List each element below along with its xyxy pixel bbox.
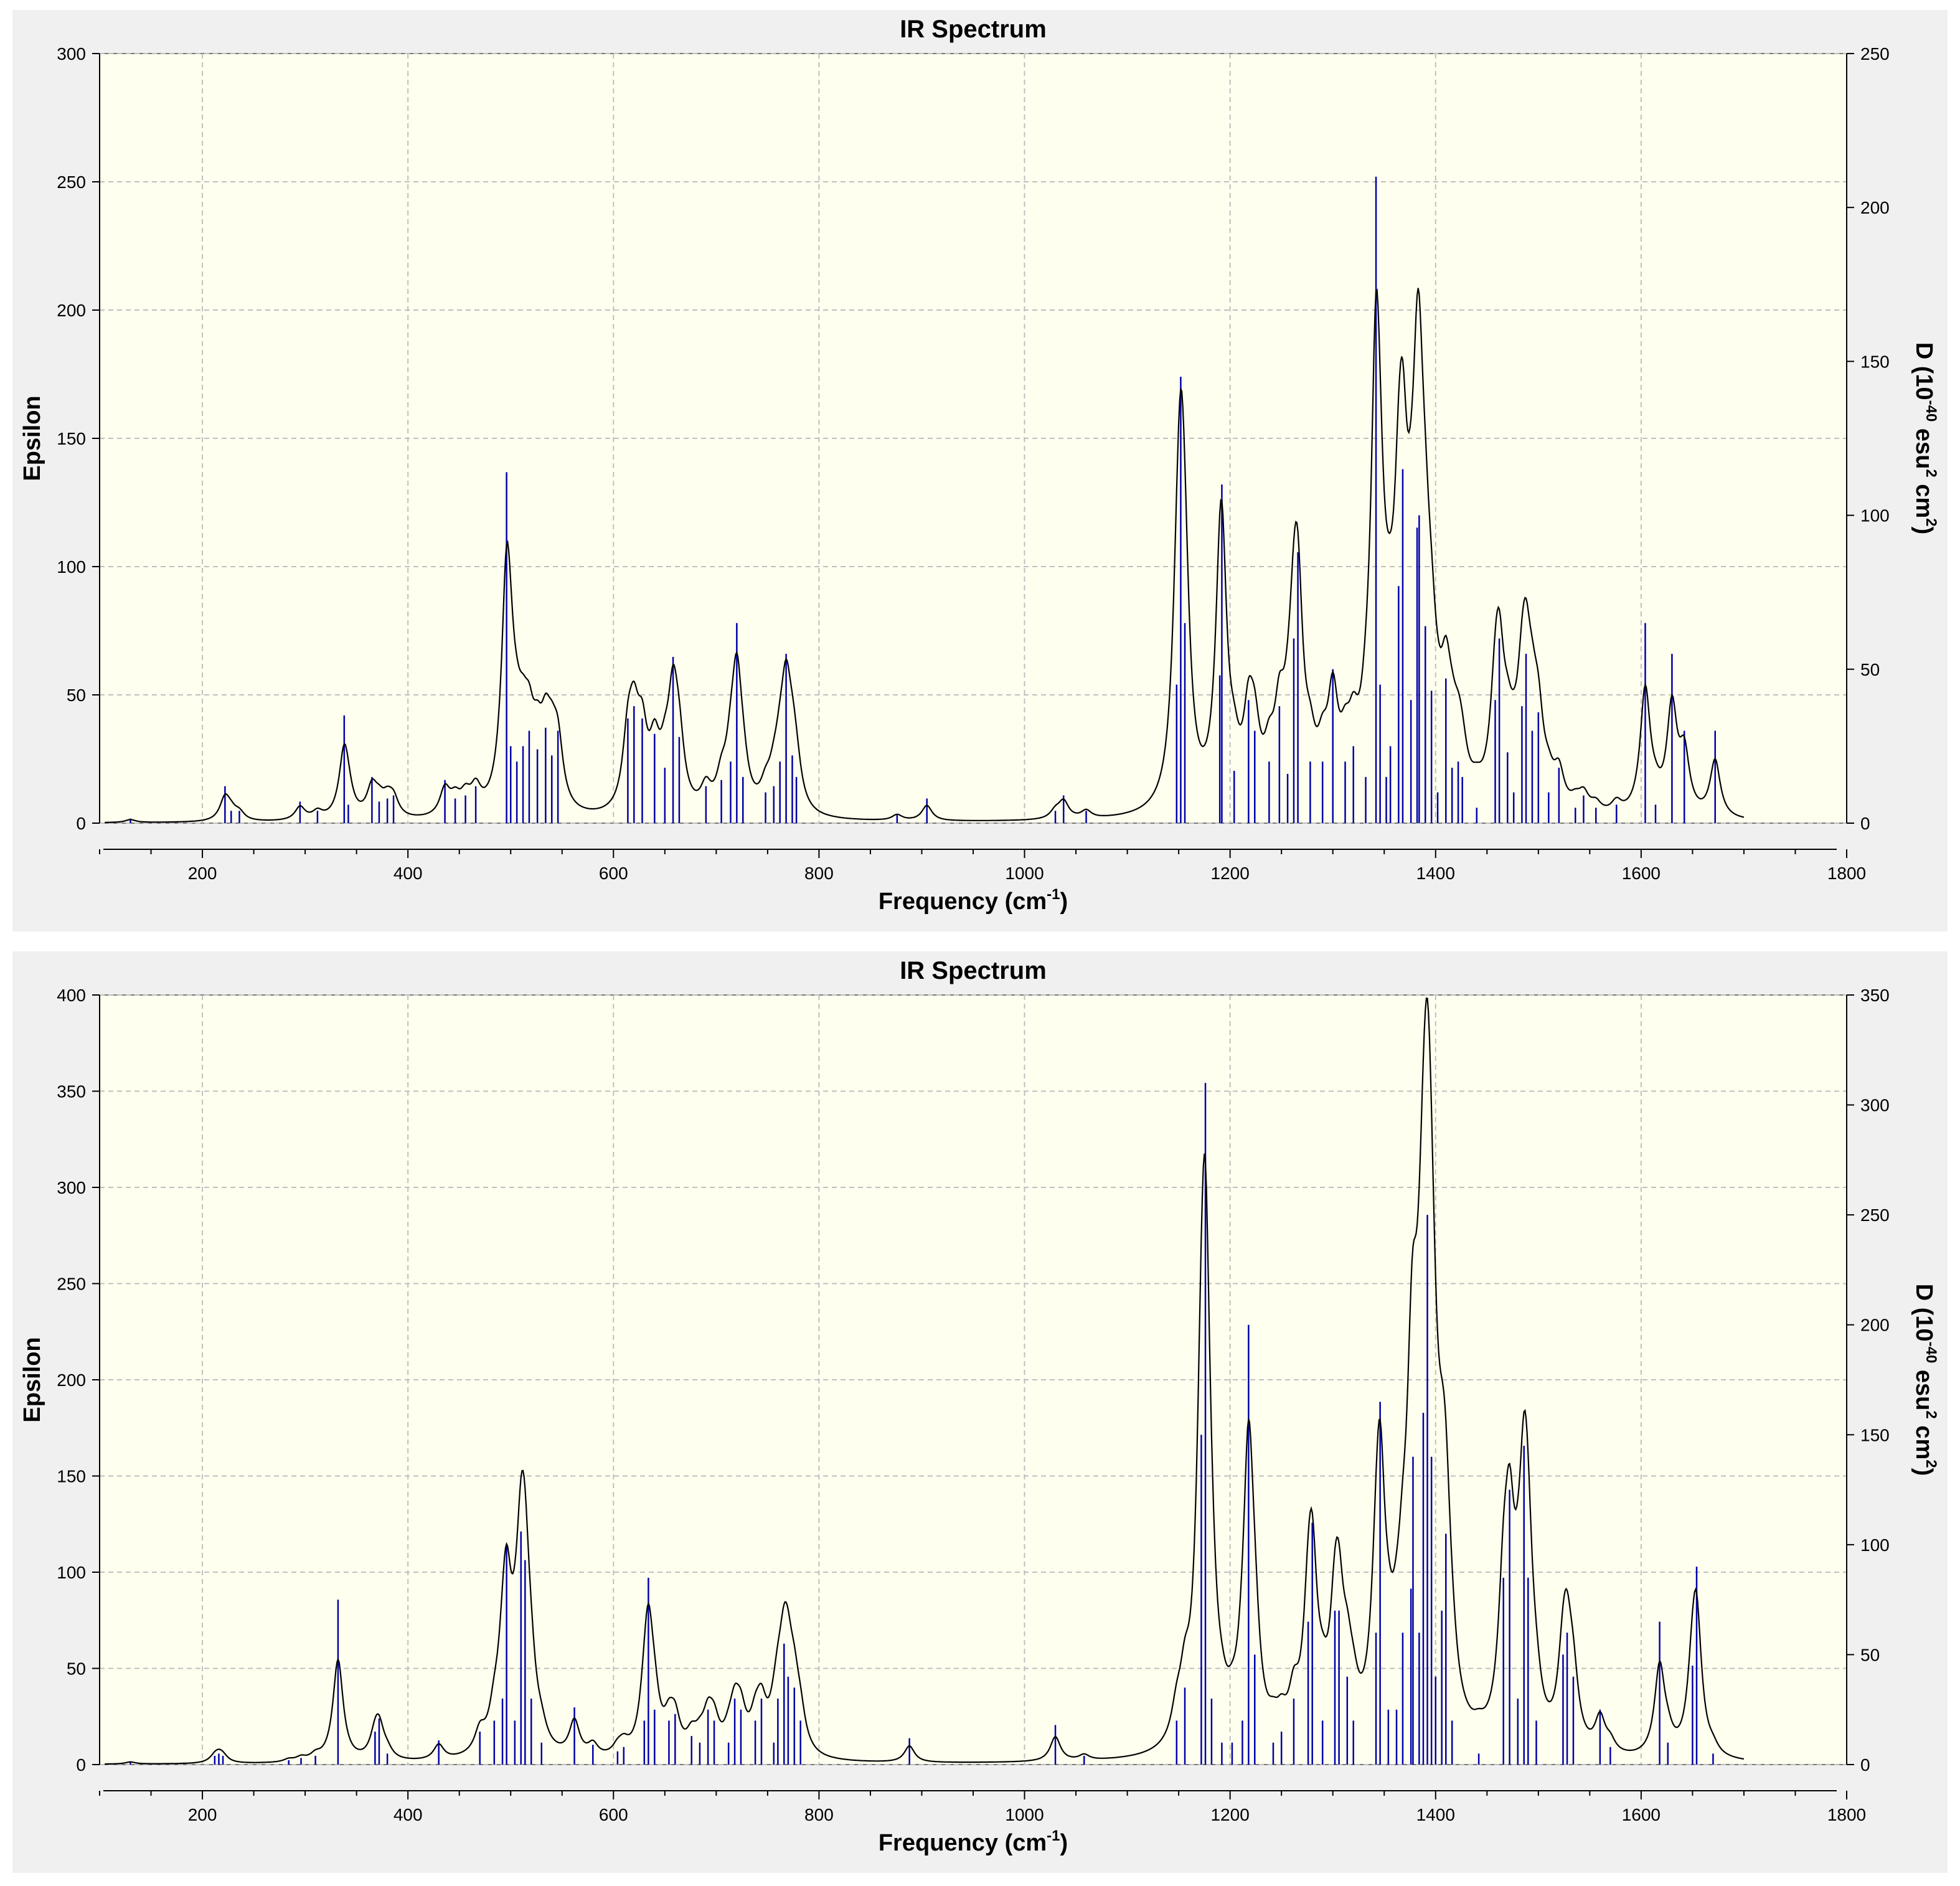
y-tick-label: 200 [57,1370,86,1390]
x-tick-label: 1400 [1416,1805,1455,1824]
y-tick-label: 200 [57,301,86,320]
y-tick-label: 150 [57,1467,86,1486]
y2-tick-label: 350 [1860,986,1890,1005]
x-tick-label: 1600 [1622,864,1661,883]
y-tick-label: 50 [67,686,86,705]
y-axis-label: Epsilon [19,1337,45,1422]
x-tick-label: 800 [804,864,834,883]
y-tick-label: 150 [57,429,86,448]
x-tick-label: 1600 [1622,1805,1661,1824]
x-tick-label: 1000 [1005,864,1044,883]
y2-tick-label: 100 [1860,1535,1890,1555]
y-tick-label: 350 [57,1082,86,1101]
x-axis-label: Frequency (cm-1) [879,1827,1068,1856]
y-tick-label: 50 [67,1659,86,1679]
y2-axis-label: D (10-40 esu2 cm2) [1911,342,1939,535]
y2-axis-label: D (10-40 esu2 cm2) [1911,1284,1939,1476]
x-tick-label: 400 [393,864,423,883]
x-tick-label: 200 [188,864,217,883]
y2-tick-label: 250 [1860,1205,1890,1225]
y2-tick-label: 250 [1860,44,1890,64]
x-tick-label: 800 [804,1805,834,1824]
y-tick-label: 100 [57,1563,86,1582]
y2-tick-label: 50 [1860,660,1880,679]
y2-tick-label: 150 [1860,352,1890,371]
x-tick-label: 600 [599,864,628,883]
spectrum-line-1 [105,288,1745,823]
stick-series-2 [130,1083,1714,1765]
y-tick-label: 250 [57,172,86,192]
x-tick-label: 200 [188,1805,217,1824]
y2-tick-label: 0 [1860,814,1870,833]
y2-tick-label: 200 [1860,1316,1890,1335]
y-tick-label: 0 [76,814,86,833]
ir-spectrum-chart-1: IR Spectrum 200 400 600 800 1000 1200 1400 1600 1… [12,10,1948,931]
y-tick-label: 400 [57,986,86,1005]
y-axis-label: Epsilon [19,395,45,481]
x-axis-label: Frequency (cm-1) [879,886,1068,915]
y-tick-label: 0 [76,1755,86,1775]
y2-tick-label: 100 [1860,506,1890,526]
x-tick-label: 400 [393,1805,423,1824]
y2-tick-label: 150 [1860,1425,1890,1445]
spectrum-line-2 [105,997,1745,1765]
y2-tick-label: 0 [1860,1755,1870,1775]
y-tick-label: 300 [57,1178,86,1197]
ir-spectrum-chart-2: IR Spectrum 200 400 600 800 1000 1200 1400 1600 1… [12,951,1948,1873]
x-tick-label: 1200 [1210,864,1249,883]
chart-title: IR Spectrum [900,957,1047,984]
y2-tick-label: 200 [1860,198,1890,217]
x-tick-label: 1800 [1827,864,1866,883]
y2-tick-label: 50 [1860,1645,1880,1664]
x-tick-label: 1200 [1210,1805,1249,1824]
x-tick-label: 1000 [1005,1805,1044,1824]
x-tick-label: 600 [599,1805,628,1824]
chart-title: IR Spectrum [900,16,1047,43]
y-tick-label: 300 [57,44,86,64]
x-tick-label: 1400 [1416,864,1455,883]
y2-tick-label: 300 [1860,1096,1890,1115]
y-tick-label: 100 [57,557,86,577]
stick-series-1 [130,176,1716,823]
x-tick-label: 1800 [1827,1805,1866,1824]
y-tick-label: 250 [57,1275,86,1294]
